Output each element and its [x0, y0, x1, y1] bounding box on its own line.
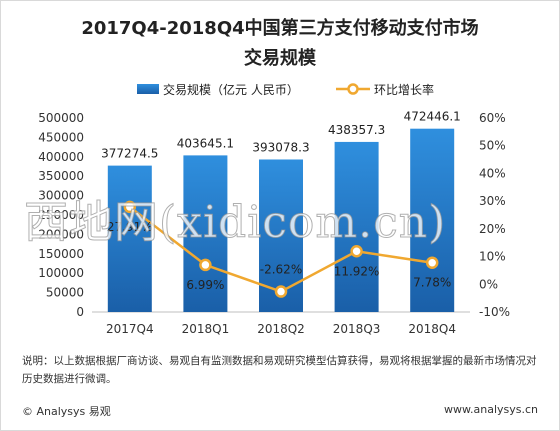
bar-value-label: 472446.1: [404, 110, 461, 124]
legend-line-label: 环比增长率: [374, 82, 434, 97]
x-tick-label: 2018Q2: [257, 322, 305, 336]
y-left-tick-label: 50000: [46, 286, 84, 300]
line-point: [425, 256, 439, 269]
line-point: [350, 245, 363, 258]
line-point: [199, 258, 212, 272]
website-url: www.analysys.cn: [444, 403, 538, 416]
chart-title-line1: 2017Q4-2018Q4中国第三方支付移动支付市场: [81, 18, 479, 39]
y-left-tick-label: 500000: [38, 111, 84, 125]
legend-line-marker: [347, 83, 359, 95]
line-point: [123, 200, 137, 214]
footnote: 说明：以上数据根据厂商访谈、易观自有监测数据和易观研究模型估算获得，易观将根据掌…: [22, 355, 537, 385]
y-left-tick-label: 100000: [38, 266, 84, 280]
y-left-tick-label: 0: [76, 305, 84, 319]
bar: [334, 141, 379, 312]
bar-value-label: 403645.1: [177, 136, 234, 150]
y-left-tick-label: 200000: [38, 227, 84, 241]
bar-value-label: 377274.5: [101, 147, 158, 161]
x-tick-label: 2018Q1: [182, 322, 230, 336]
y-right-tick-label: -10%: [479, 305, 510, 319]
chart-title-line2: 交易规模: [244, 48, 316, 69]
rate-value-label: -2.62%: [260, 263, 302, 277]
y-right-tick-label: 60%: [479, 111, 506, 125]
rate-value-label: 27.91%: [107, 220, 153, 234]
y-left-tick-label: 450000: [38, 130, 84, 144]
brand-label: © Analysys 易观: [22, 405, 111, 418]
y-left-tick-label: 400000: [38, 150, 84, 164]
bar: [107, 165, 152, 312]
bar-value-label: 393078.3: [252, 140, 309, 154]
y-left-tick-label: 150000: [38, 247, 84, 261]
legend-bar-swatch: [137, 84, 159, 94]
y-right-tick-label: 20%: [479, 222, 506, 236]
bar: [183, 155, 228, 312]
y-right-tick-label: 50%: [479, 139, 506, 153]
legend-bar-label: 交易规模（亿元 人民币）: [163, 82, 299, 97]
y-left-tick-label: 250000: [38, 208, 84, 222]
bar-value-label: 438357.3: [328, 123, 385, 137]
x-tick-label: 2017Q4: [106, 322, 154, 336]
rate-value-label: 11.92%: [334, 264, 380, 278]
y-right-tick-label: 10%: [479, 250, 506, 264]
x-tick-label: 2018Q4: [408, 322, 456, 336]
rate-value-label: 7.78%: [413, 276, 451, 290]
y-left-tick-label: 350000: [38, 169, 84, 183]
y-right-tick-label: 30%: [479, 194, 506, 208]
bar: [410, 128, 455, 312]
y-right-tick-label: 0%: [479, 277, 498, 291]
x-tick-label: 2018Q3: [333, 322, 381, 336]
rate-value-label: 6.99%: [186, 278, 224, 292]
line-point: [274, 285, 288, 298]
y-left-tick-label: 300000: [38, 189, 84, 203]
y-right-tick-label: 40%: [479, 166, 506, 180]
